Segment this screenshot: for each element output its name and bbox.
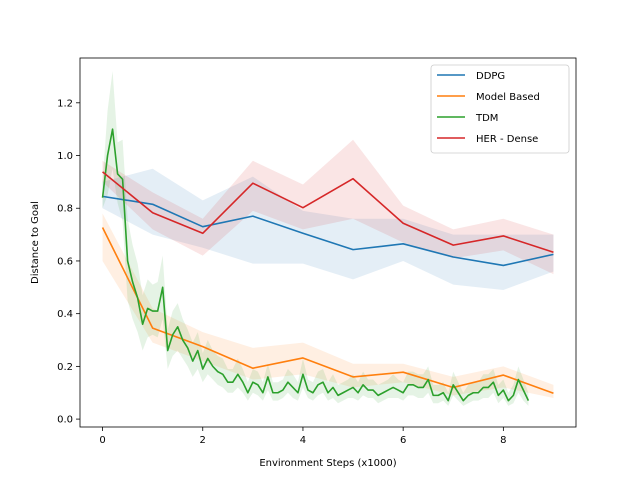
plot-frame [79,57,577,428]
series-lines [101,128,554,402]
y-tick-label: 0.2 [57,362,73,373]
legend-label-tdm: TDM [475,113,498,124]
her-dense-line [102,171,554,254]
ddpg-line [102,195,554,267]
x-axis-ticks: 0 2 4 6 8 [99,427,507,446]
y-axis-label: Distance to Goal [30,201,41,284]
legend-box [430,64,570,154]
y-tick-label: 0.0 [57,415,73,426]
y-axis-ticks: 0.0 0.2 0.4 0.6 0.8 1.0 1.2 [57,98,80,426]
x-tick-label: 4 [300,435,306,446]
x-tick-label: 8 [500,435,506,446]
x-tick-label: 0 [99,435,105,446]
tdm-line [101,128,530,402]
x-tick-label: 6 [400,435,406,446]
y-tick-label: 0.4 [57,309,73,320]
y-tick-label: 1.2 [57,98,73,109]
legend-label-ddpg: DDPG [476,71,505,82]
legend: DDPG Model Based TDM HER - Dense [430,64,570,154]
legend-label-model-based: Model Based [476,92,540,103]
y-tick-label: 0.8 [57,204,73,215]
y-tick-label: 0.6 [57,256,73,267]
x-axis-label: Environment Steps (x1000) [259,458,396,469]
model-based-line [101,227,554,395]
ddpg-band [102,168,554,290]
legend-label-her-dense: HER - Dense [476,134,538,145]
y-tick-label: 1.0 [57,151,73,162]
x-tick-label: 2 [200,435,206,446]
